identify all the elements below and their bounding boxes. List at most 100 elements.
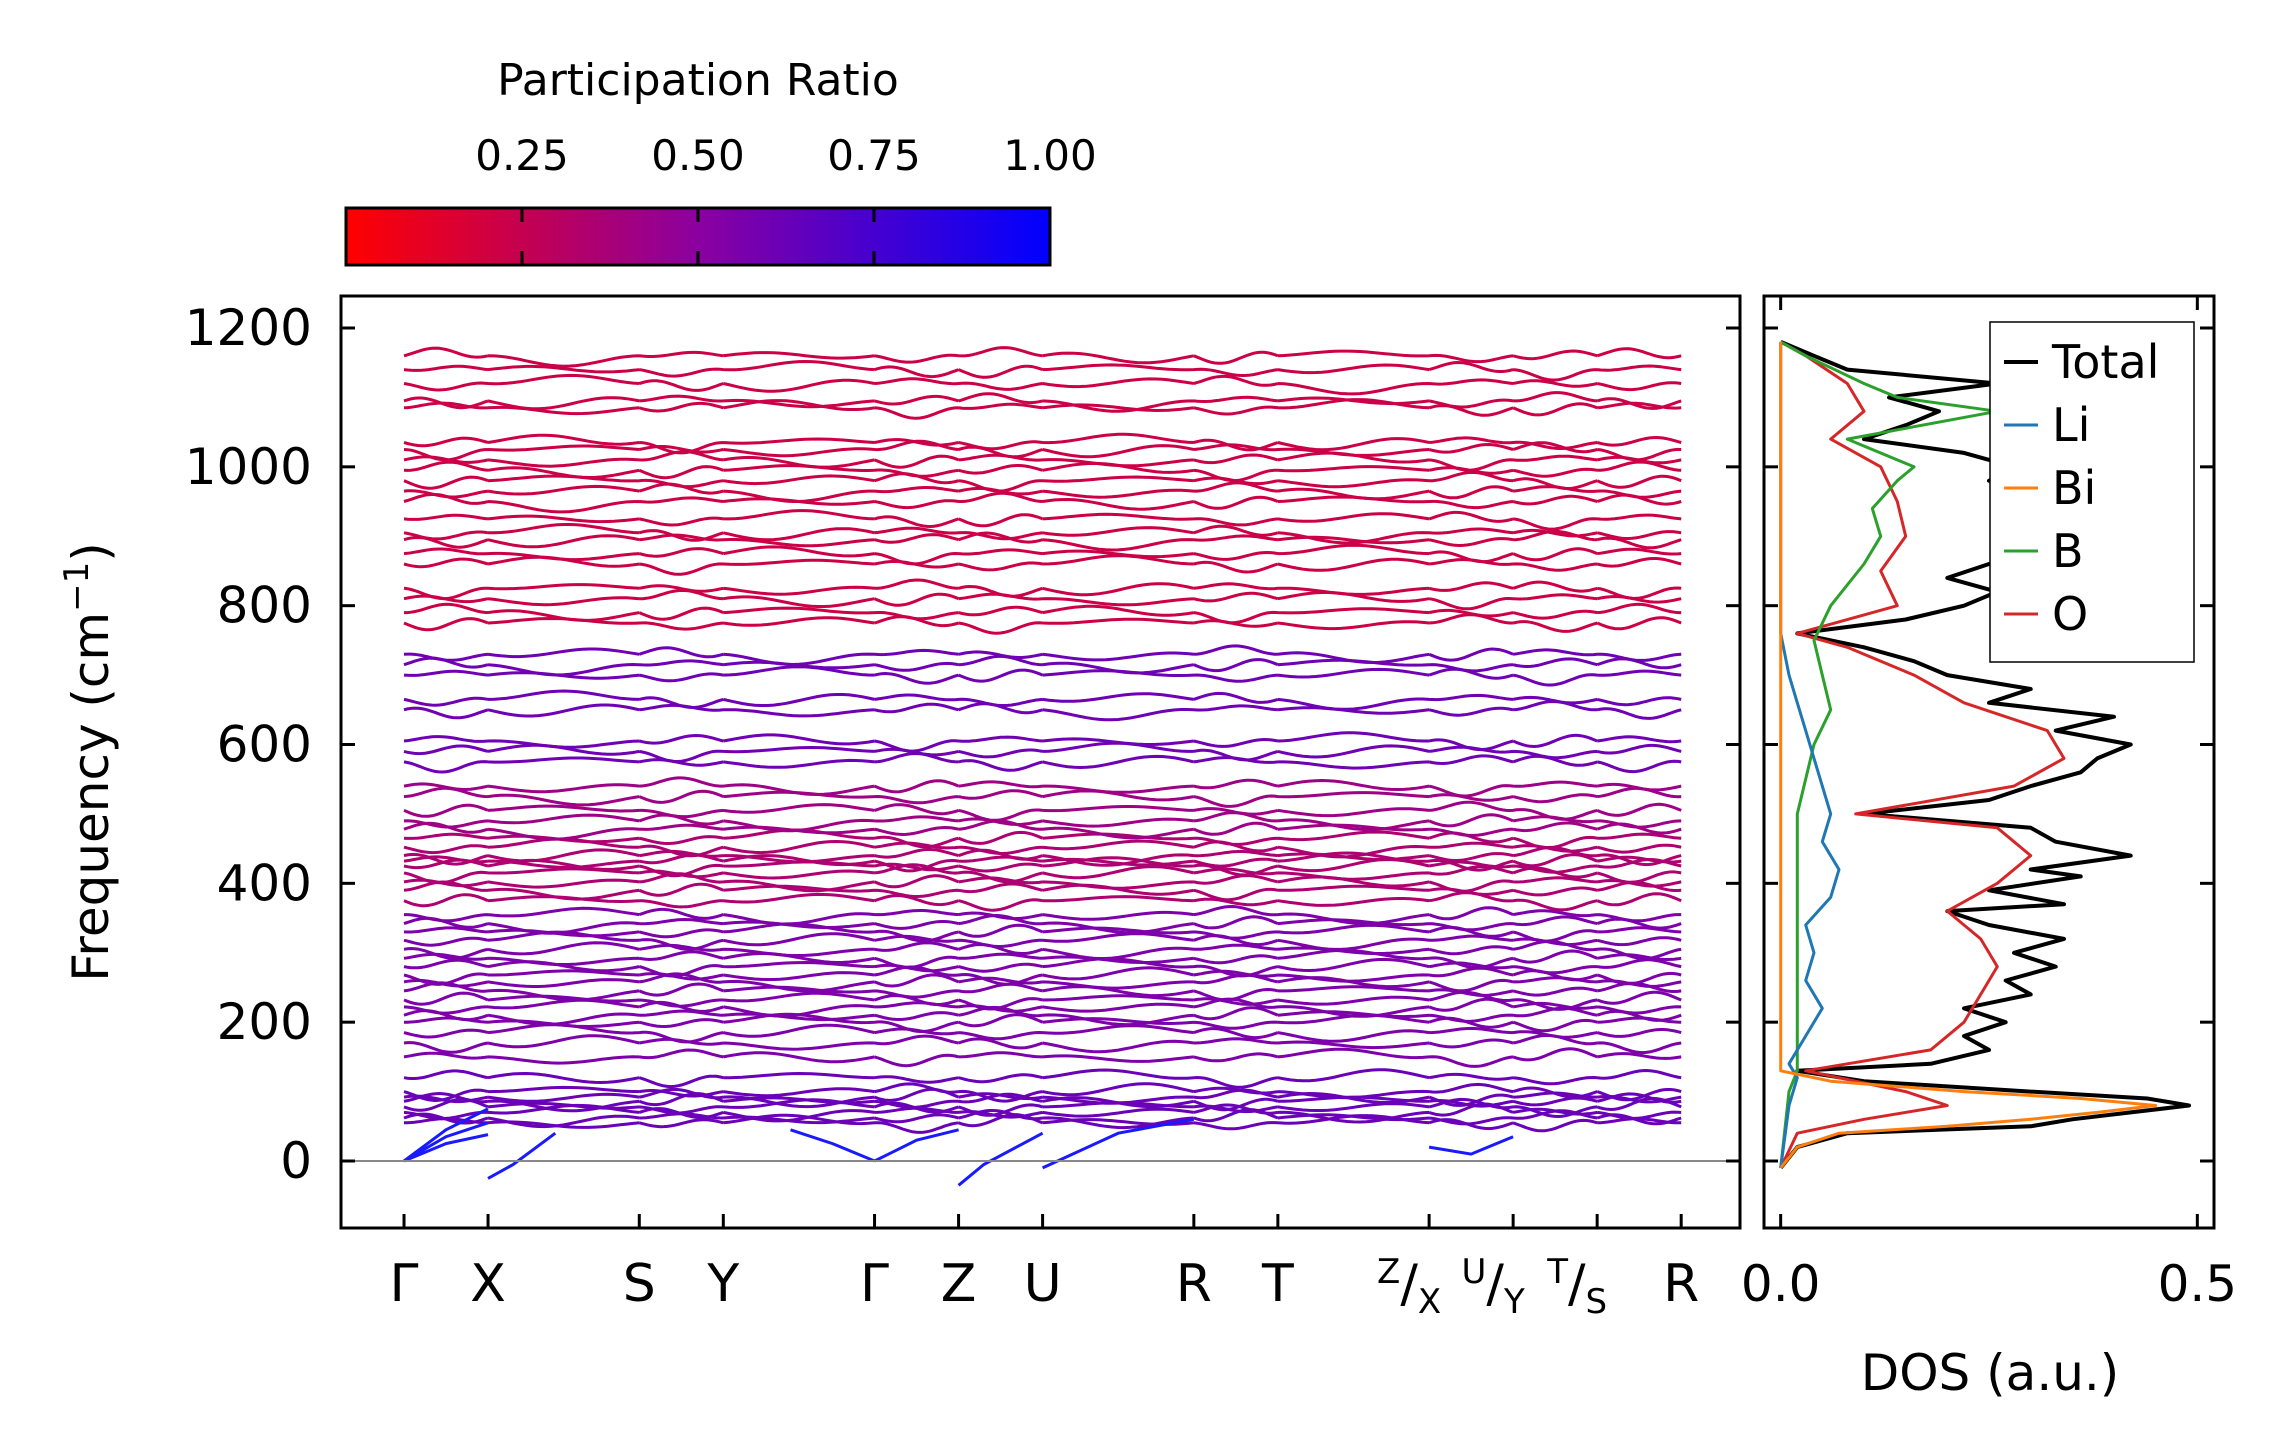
legend-label: O	[2052, 587, 2088, 641]
colorbar-tick-label: 0.25	[475, 131, 569, 180]
kpoint-compound-label: T/S	[1546, 1252, 1607, 1322]
band-y-tick-label: 0	[280, 1132, 312, 1190]
colorbar-tick-label: 1.00	[1003, 131, 1097, 180]
colorbar-tick-label: 0.50	[651, 131, 745, 180]
kpoint-label: Γ	[390, 1254, 419, 1314]
phonon-band	[403, 800, 1682, 822]
dos-series-li	[1779, 341, 1841, 1169]
phonon-band	[403, 776, 1682, 798]
acoustic-branch	[957, 1131, 1044, 1187]
phonon-band	[403, 523, 1682, 545]
acoustic-branch	[790, 1128, 876, 1163]
phonon-band	[403, 373, 1682, 396]
kpoint-label: Z	[941, 1254, 977, 1314]
kpoint-compound-label: U/Y	[1462, 1252, 1525, 1322]
phonon-band	[403, 1033, 1682, 1055]
colorbar-tick-label: 0.75	[827, 131, 921, 180]
dos-x-axis-label: DOS (a.u.)	[1861, 1344, 2120, 1402]
acoustic-branch	[1041, 1117, 1195, 1170]
dos-x-tick-label: 0.0	[1741, 1255, 1821, 1313]
phonon-band	[403, 578, 1682, 601]
acoustic-branch	[403, 1107, 489, 1163]
acoustic-branch	[403, 1133, 489, 1163]
phonon-band	[403, 543, 1682, 566]
acoustic-branch	[873, 1128, 959, 1163]
legend-label: Total	[2051, 335, 2159, 389]
phonon-band	[403, 752, 1682, 774]
phonon-band	[403, 481, 1682, 503]
kpoint-label: T	[1261, 1254, 1294, 1314]
dos-legend: Total Li Bi BO	[1989, 321, 2195, 663]
dos-series-o	[1779, 340, 2066, 1169]
band-axes-frame	[339, 294, 1742, 1230]
kpoint-label: Y	[706, 1254, 739, 1314]
dos-panel: 0.0 0.5 DOS (a.u.) Total Li Bi BO	[1741, 294, 2237, 1402]
acoustic-branch	[487, 1131, 557, 1180]
phonon-band	[403, 731, 1682, 753]
phonon-band	[403, 491, 1682, 514]
phonon-band	[403, 872, 1682, 893]
kpoint-label: R	[1663, 1254, 1699, 1314]
phonon-band	[403, 346, 1682, 368]
phonon-band	[403, 786, 1682, 808]
kpoint-label: Γ	[860, 1254, 889, 1314]
band-y-ticks: 0 200 400 600 800 1000 1200	[185, 299, 1740, 1190]
phonon-band	[403, 845, 1682, 867]
phonon-band	[403, 613, 1682, 635]
phonon-band	[403, 948, 1682, 970]
band-y-tick-label: 600	[217, 716, 312, 774]
colorbar-label: Participation Ratio	[497, 55, 899, 106]
band-y-tick-label: 1200	[185, 299, 312, 357]
phonon-band	[403, 1047, 1682, 1068]
band-x-ticks: Γ X S Y Γ Z U R T RZ/XU/YT/S	[390, 1214, 1699, 1322]
kpoint-label: S	[623, 1254, 656, 1314]
kpoint-compound-label: Z/X	[1377, 1252, 1441, 1322]
phonon-band	[403, 509, 1682, 531]
dos-x-tick-label: 0.5	[2158, 1255, 2238, 1313]
phonon-band	[403, 439, 1682, 462]
phonon-band	[403, 939, 1682, 961]
band-y-axis-label: Frequency (cm−1)	[57, 542, 120, 982]
phonon-band	[403, 391, 1682, 413]
dos-ticks: 0.0 0.5	[1741, 296, 2237, 1313]
dos-series-b	[1779, 340, 1999, 1169]
phonon-band	[403, 1068, 1682, 1089]
phonon-band	[403, 654, 1682, 677]
phonon-bands	[403, 346, 1682, 1187]
colorbar: Participation Ratio 0.25 0.50 0.75 1.00	[344, 55, 1097, 267]
colorbar-tick-labels: 0.25 0.50 0.75 1.00	[475, 131, 1097, 180]
acoustic-branch	[403, 1121, 489, 1163]
phonon-band	[403, 529, 1682, 552]
phonon-band	[403, 922, 1682, 943]
y-label-sup: −1	[57, 562, 97, 612]
dos-series-bi	[1779, 341, 2158, 1169]
phonon-band	[403, 699, 1682, 722]
band-y-tick-label: 1000	[185, 438, 312, 496]
kpoint-label: R	[1176, 1254, 1212, 1314]
acoustic-branch	[1428, 1135, 1514, 1156]
band-y-tick-label: 800	[217, 577, 312, 635]
colorbar-ticks	[520, 208, 876, 265]
legend-label: Li	[2052, 398, 2090, 452]
band-y-tick-label: 200	[217, 993, 312, 1051]
phonon-band	[403, 432, 1682, 455]
phonon-band	[404, 904, 1682, 926]
phonon-band	[403, 644, 1682, 667]
y-label-text: Frequency (cm	[62, 612, 120, 982]
phonon-band	[403, 450, 1682, 472]
phonon-band	[403, 359, 1682, 382]
y-label-close: )	[62, 542, 120, 562]
phonon-band	[403, 990, 1682, 1011]
phonon-band	[403, 689, 1682, 711]
legend-label: Bi	[2052, 461, 2096, 515]
band-y-tick-label: 400	[217, 854, 312, 912]
kpoint-label: U	[1024, 1254, 1062, 1314]
legend-box	[1989, 321, 2195, 663]
phonon-band	[404, 602, 1682, 625]
phonon-band	[403, 588, 1682, 611]
dos-axes-frame	[1762, 294, 2216, 1230]
legend-label: B	[2052, 524, 2084, 578]
phonon-band	[403, 1108, 1682, 1130]
